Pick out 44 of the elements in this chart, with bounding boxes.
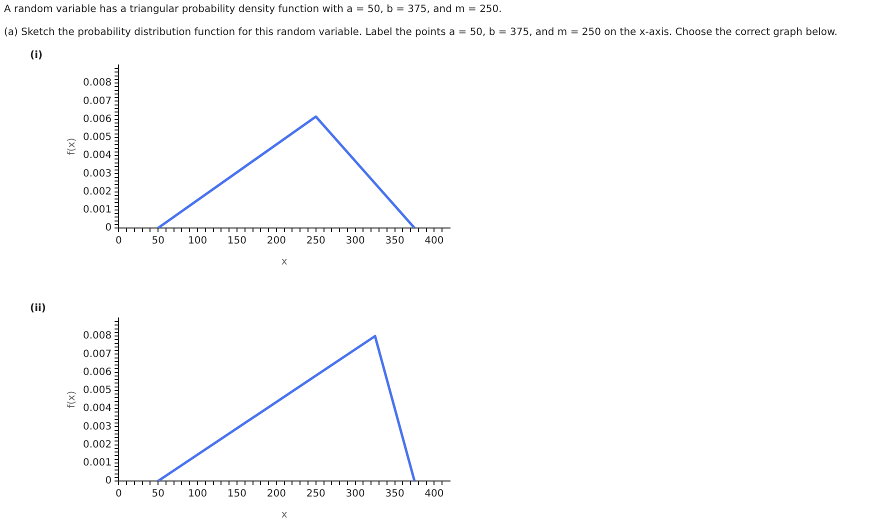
y-tick-label: 0 xyxy=(105,222,112,234)
y-tick-label: 0.008 xyxy=(82,78,112,89)
y-tick-label: 0.001 xyxy=(82,204,112,216)
x-tick-label: 100 xyxy=(188,488,208,500)
y-tick-label: 0.007 xyxy=(82,348,112,360)
y-tick-label: 0.002 xyxy=(82,186,112,198)
x-tick-label: 50 xyxy=(152,236,164,247)
y-tick-label: 0.003 xyxy=(82,421,112,432)
x-tick-label: 0 xyxy=(115,488,122,500)
text: (i) xyxy=(30,50,43,61)
x-tick-label: 50 xyxy=(152,488,164,500)
x-tick-label: 200 xyxy=(266,236,286,247)
y-tick-label: 0 xyxy=(105,476,112,487)
y-tick-label: 0.004 xyxy=(82,403,112,414)
x-tick-label: 350 xyxy=(385,488,404,500)
x-tick-label: 150 xyxy=(227,236,247,247)
x-tick-label: 300 xyxy=(346,236,365,247)
x-tick-label: 100 xyxy=(188,236,208,247)
y-tick-label: 0.005 xyxy=(82,385,112,396)
x-tick-label: 200 xyxy=(266,488,286,500)
text: A random variable has a triangular probability density function with a = 50, b = 375, and m = 250. xyxy=(4,4,502,15)
y-axis-title: f(x) xyxy=(66,138,78,156)
y-tick-label: 0.001 xyxy=(82,457,112,468)
y-tick-label: 0.007 xyxy=(82,96,112,107)
y-tick-label: 0.002 xyxy=(82,439,112,450)
y-tick-label: 0.008 xyxy=(82,330,112,342)
y-tick-label: 0.006 xyxy=(82,366,112,378)
y-tick-label: 0.004 xyxy=(82,150,112,162)
x-tick-label: 250 xyxy=(306,488,326,500)
y-tick-label: 0.003 xyxy=(82,168,112,180)
x-tick-label: 0 xyxy=(115,236,122,247)
y-tick-label: 0.006 xyxy=(82,114,112,125)
x-tick-label: 300 xyxy=(346,488,365,500)
x-axis-title: x xyxy=(281,510,288,521)
y-axis-title: f(x) xyxy=(66,390,78,408)
x-tick-label: 400 xyxy=(424,236,444,247)
x-tick-label: 250 xyxy=(306,236,326,247)
y-tick-label: 0.005 xyxy=(82,132,112,144)
x-tick-label: 350 xyxy=(385,236,404,247)
x-axis-title: x xyxy=(281,256,288,268)
x-tick-label: 400 xyxy=(424,488,444,500)
text: (ii) xyxy=(30,303,46,314)
text: (a) Sketch the probability distribution function for this random variable. Label the points a = 50, b = 375, and m = 250 on the x-axis. Choose the correct graph below. xyxy=(4,27,838,38)
x-tick-label: 150 xyxy=(227,488,247,500)
